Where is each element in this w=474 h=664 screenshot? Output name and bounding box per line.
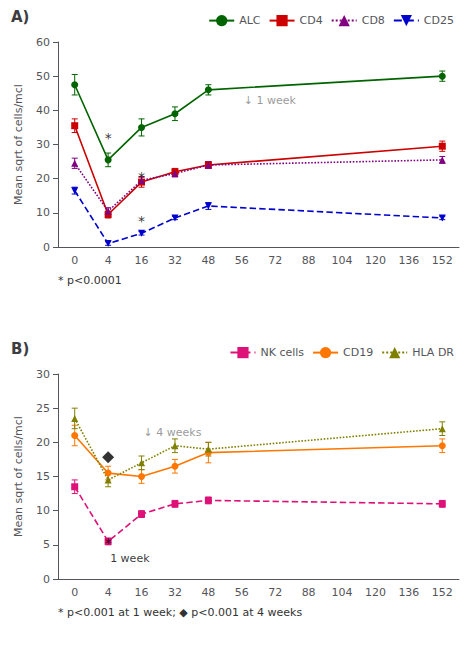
svg-text:5: 5 bbox=[43, 538, 50, 551]
svg-text:0: 0 bbox=[43, 573, 50, 586]
svg-text:20: 20 bbox=[36, 172, 50, 185]
svg-text:152: 152 bbox=[432, 586, 453, 599]
svg-text:48: 48 bbox=[201, 586, 215, 599]
svg-text:↓ 4 weeks: ↓ 4 weeks bbox=[144, 426, 202, 439]
svg-text:72: 72 bbox=[268, 254, 282, 267]
svg-text:CD25: CD25 bbox=[424, 14, 454, 27]
svg-text:*: * bbox=[138, 169, 145, 185]
svg-text:120: 120 bbox=[365, 254, 386, 267]
svg-text:25: 25 bbox=[36, 402, 50, 415]
svg-text:104: 104 bbox=[332, 254, 353, 267]
svg-text:32: 32 bbox=[168, 586, 182, 599]
svg-text:88: 88 bbox=[302, 254, 316, 267]
svg-text:HLA DR: HLA DR bbox=[412, 346, 454, 359]
svg-text:30: 30 bbox=[36, 138, 50, 151]
svg-text:* p<0.001 at 1 week; ◆ p<0.001: * p<0.001 at 1 week; ◆ p<0.001 at 4 week… bbox=[58, 606, 302, 619]
svg-text:CD4: CD4 bbox=[300, 14, 323, 27]
svg-text:16: 16 bbox=[135, 254, 149, 267]
svg-text:60: 60 bbox=[36, 36, 50, 49]
svg-text:56: 56 bbox=[235, 586, 249, 599]
svg-text:A): A) bbox=[11, 8, 29, 26]
svg-text:120: 120 bbox=[365, 586, 386, 599]
svg-text:4: 4 bbox=[105, 586, 112, 599]
svg-text:136: 136 bbox=[398, 254, 419, 267]
svg-text:136: 136 bbox=[398, 586, 419, 599]
svg-text:40: 40 bbox=[36, 104, 50, 117]
svg-text:NK cells: NK cells bbox=[260, 346, 304, 359]
svg-text:48: 48 bbox=[201, 254, 215, 267]
svg-text:88: 88 bbox=[302, 586, 316, 599]
svg-text:10: 10 bbox=[36, 206, 50, 219]
svg-text:CD19: CD19 bbox=[343, 346, 373, 359]
svg-text:4: 4 bbox=[105, 254, 112, 267]
svg-text:Mean sqrt of cells/mcl: Mean sqrt of cells/mcl bbox=[12, 84, 25, 205]
svg-text:56: 56 bbox=[235, 254, 249, 267]
svg-text:104: 104 bbox=[332, 586, 353, 599]
svg-text:CD8: CD8 bbox=[362, 14, 385, 27]
svg-text:30: 30 bbox=[36, 368, 50, 381]
svg-text:72: 72 bbox=[268, 586, 282, 599]
svg-text:15: 15 bbox=[36, 470, 50, 483]
svg-text:1 week: 1 week bbox=[110, 552, 150, 565]
svg-text:*: * bbox=[105, 130, 112, 146]
svg-text:*: * bbox=[105, 535, 112, 551]
svg-text:* p<0.0001: * p<0.0001 bbox=[58, 274, 122, 287]
svg-text:10: 10 bbox=[36, 504, 50, 517]
svg-text:16: 16 bbox=[135, 586, 149, 599]
svg-text:20: 20 bbox=[36, 436, 50, 449]
svg-text:32: 32 bbox=[168, 254, 182, 267]
svg-text:Mean sqrt of cells/mcl: Mean sqrt of cells/mcl bbox=[12, 416, 25, 537]
svg-text:ALC: ALC bbox=[239, 14, 261, 27]
svg-text:B): B) bbox=[11, 340, 29, 358]
svg-text:50: 50 bbox=[36, 70, 50, 83]
svg-text:0: 0 bbox=[71, 586, 78, 599]
svg-text:0: 0 bbox=[71, 254, 78, 267]
svg-text:*: * bbox=[138, 213, 145, 229]
svg-text:↓ 1 week: ↓ 1 week bbox=[244, 94, 297, 107]
svg-text:152: 152 bbox=[432, 254, 453, 267]
svg-text:0: 0 bbox=[43, 241, 50, 254]
